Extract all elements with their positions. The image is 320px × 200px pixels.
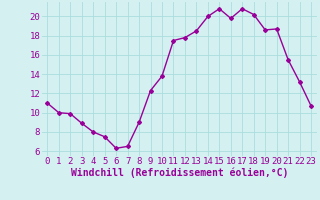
- X-axis label: Windchill (Refroidissement éolien,°C): Windchill (Refroidissement éolien,°C): [70, 168, 288, 178]
